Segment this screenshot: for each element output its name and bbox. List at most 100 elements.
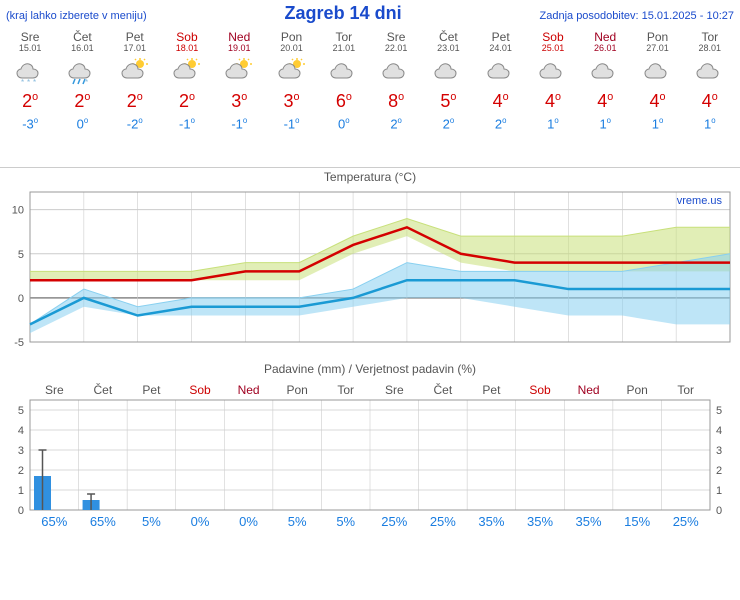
svg-text:3: 3 — [716, 445, 722, 457]
temperature-chart: Temperatura (°C) -50510vreme.us — [0, 167, 740, 356]
svg-text:10: 10 — [12, 205, 24, 217]
weather-icon — [579, 57, 631, 87]
temp-high: 4o — [579, 91, 631, 112]
day-date: 21.01 — [318, 43, 370, 53]
temp-chart-title: Temperatura (°C) — [0, 170, 740, 184]
svg-text:Sob: Sob — [529, 383, 551, 397]
svg-text:Čet: Čet — [434, 382, 453, 397]
temp-high: 2o — [56, 91, 108, 112]
temp-low: -1o — [265, 116, 317, 131]
svg-text:2: 2 — [716, 465, 722, 477]
day-date: 19.01 — [213, 43, 265, 53]
weather-icon — [475, 57, 527, 87]
svg-text:Ned: Ned — [238, 383, 260, 397]
temp-high: 5o — [422, 91, 474, 112]
svg-text:5: 5 — [716, 405, 722, 417]
temp-high: 4o — [475, 91, 527, 112]
svg-text:35%: 35% — [527, 514, 553, 529]
temp-high: 6o — [318, 91, 370, 112]
day-cell: Čet23.015o2o — [422, 30, 474, 131]
day-cell: Sob25.014o1o — [527, 30, 579, 131]
weather-icon — [422, 57, 474, 87]
svg-text:Čet: Čet — [94, 382, 113, 397]
temp-high: 4o — [527, 91, 579, 112]
weather-icon — [631, 57, 683, 87]
svg-text:5%: 5% — [142, 514, 161, 529]
svg-text:15%: 15% — [624, 514, 650, 529]
temp-high: 8o — [370, 91, 422, 112]
day-date: 26.01 — [579, 43, 631, 53]
menu-note[interactable]: (kraj lahko izberete v meniju) — [6, 10, 147, 22]
svg-text:Sre: Sre — [45, 383, 64, 397]
day-name: Pet — [109, 30, 161, 44]
svg-text:Sre: Sre — [385, 383, 404, 397]
svg-text:Pon: Pon — [286, 383, 307, 397]
day-name: Pet — [475, 30, 527, 44]
day-name: Sob — [161, 30, 213, 44]
svg-text:Tor: Tor — [677, 383, 694, 397]
weather-icon — [318, 57, 370, 87]
weather-icon — [213, 57, 265, 87]
day-cell: Ned26.014o1o — [579, 30, 631, 131]
day-name: Pon — [265, 30, 317, 44]
day-cell: Pon27.014o1o — [631, 30, 683, 131]
svg-text:65%: 65% — [41, 514, 67, 529]
svg-text:25%: 25% — [381, 514, 407, 529]
svg-text:2: 2 — [18, 465, 24, 477]
svg-text:3: 3 — [18, 445, 24, 457]
day-date: 27.01 — [631, 43, 683, 53]
day-name: Ned — [579, 30, 631, 44]
svg-text:65%: 65% — [90, 514, 116, 529]
svg-text:5%: 5% — [336, 514, 355, 529]
svg-text:Pet: Pet — [142, 383, 161, 397]
weather-icon — [370, 57, 422, 87]
temp-high: 2o — [4, 91, 56, 112]
last-update: Zadnja posodobitev: 15.01.2025 - 10:27 — [540, 10, 734, 22]
svg-text:1: 1 — [716, 485, 722, 497]
weather-icon — [265, 57, 317, 87]
temp-high: 3o — [213, 91, 265, 112]
day-cell: Pet17.01 2o -2o — [109, 30, 161, 131]
svg-text:Ned: Ned — [578, 383, 600, 397]
day-name: Sre — [4, 30, 56, 44]
svg-text:35%: 35% — [576, 514, 602, 529]
day-cell: Sob18.012o-1o — [161, 30, 213, 131]
day-cell: Sre15.01***2o-3o — [4, 30, 56, 131]
svg-text:*: * — [27, 78, 30, 86]
temp-low: -3o — [4, 116, 56, 131]
svg-text:0: 0 — [18, 293, 24, 305]
day-cell: Tor21.01 6o 0o — [318, 30, 370, 131]
day-name: Pon — [631, 30, 683, 44]
svg-text:Pet: Pet — [482, 383, 501, 397]
day-date: 18.01 — [161, 43, 213, 53]
day-date: 24.01 — [475, 43, 527, 53]
day-name: Tor — [318, 30, 370, 44]
day-cell: Pet24.01 4o 2o — [475, 30, 527, 131]
temp-low: -1o — [161, 116, 213, 131]
svg-text:Pon: Pon — [626, 383, 647, 397]
temp-low: 2o — [370, 116, 422, 131]
day-date: 28.01 — [684, 43, 736, 53]
svg-text:-5: -5 — [14, 337, 24, 349]
day-cell: Tor28.014o1o — [684, 30, 736, 131]
svg-text:0: 0 — [716, 505, 722, 517]
svg-text:25%: 25% — [430, 514, 456, 529]
weather-icon — [109, 57, 161, 87]
weather-icon: *** — [4, 57, 56, 87]
svg-text:4: 4 — [18, 425, 24, 437]
page-title: Zagreb 14 dni — [285, 3, 402, 24]
day-cell: Sre22.018o2o — [370, 30, 422, 131]
temp-high: 4o — [631, 91, 683, 112]
day-name: Čet — [422, 30, 474, 44]
day-date: 25.01 — [527, 43, 579, 53]
svg-text:0: 0 — [18, 505, 24, 517]
temp-low: -2o — [109, 116, 161, 131]
temp-high: 3o — [265, 91, 317, 112]
temp-low: 1o — [684, 116, 736, 131]
svg-text:5: 5 — [18, 249, 24, 261]
day-date: 17.01 — [109, 43, 161, 53]
temp-high: 2o — [109, 91, 161, 112]
temp-low: 2o — [475, 116, 527, 131]
day-date: 23.01 — [422, 43, 474, 53]
temp-low: 0o — [318, 116, 370, 131]
